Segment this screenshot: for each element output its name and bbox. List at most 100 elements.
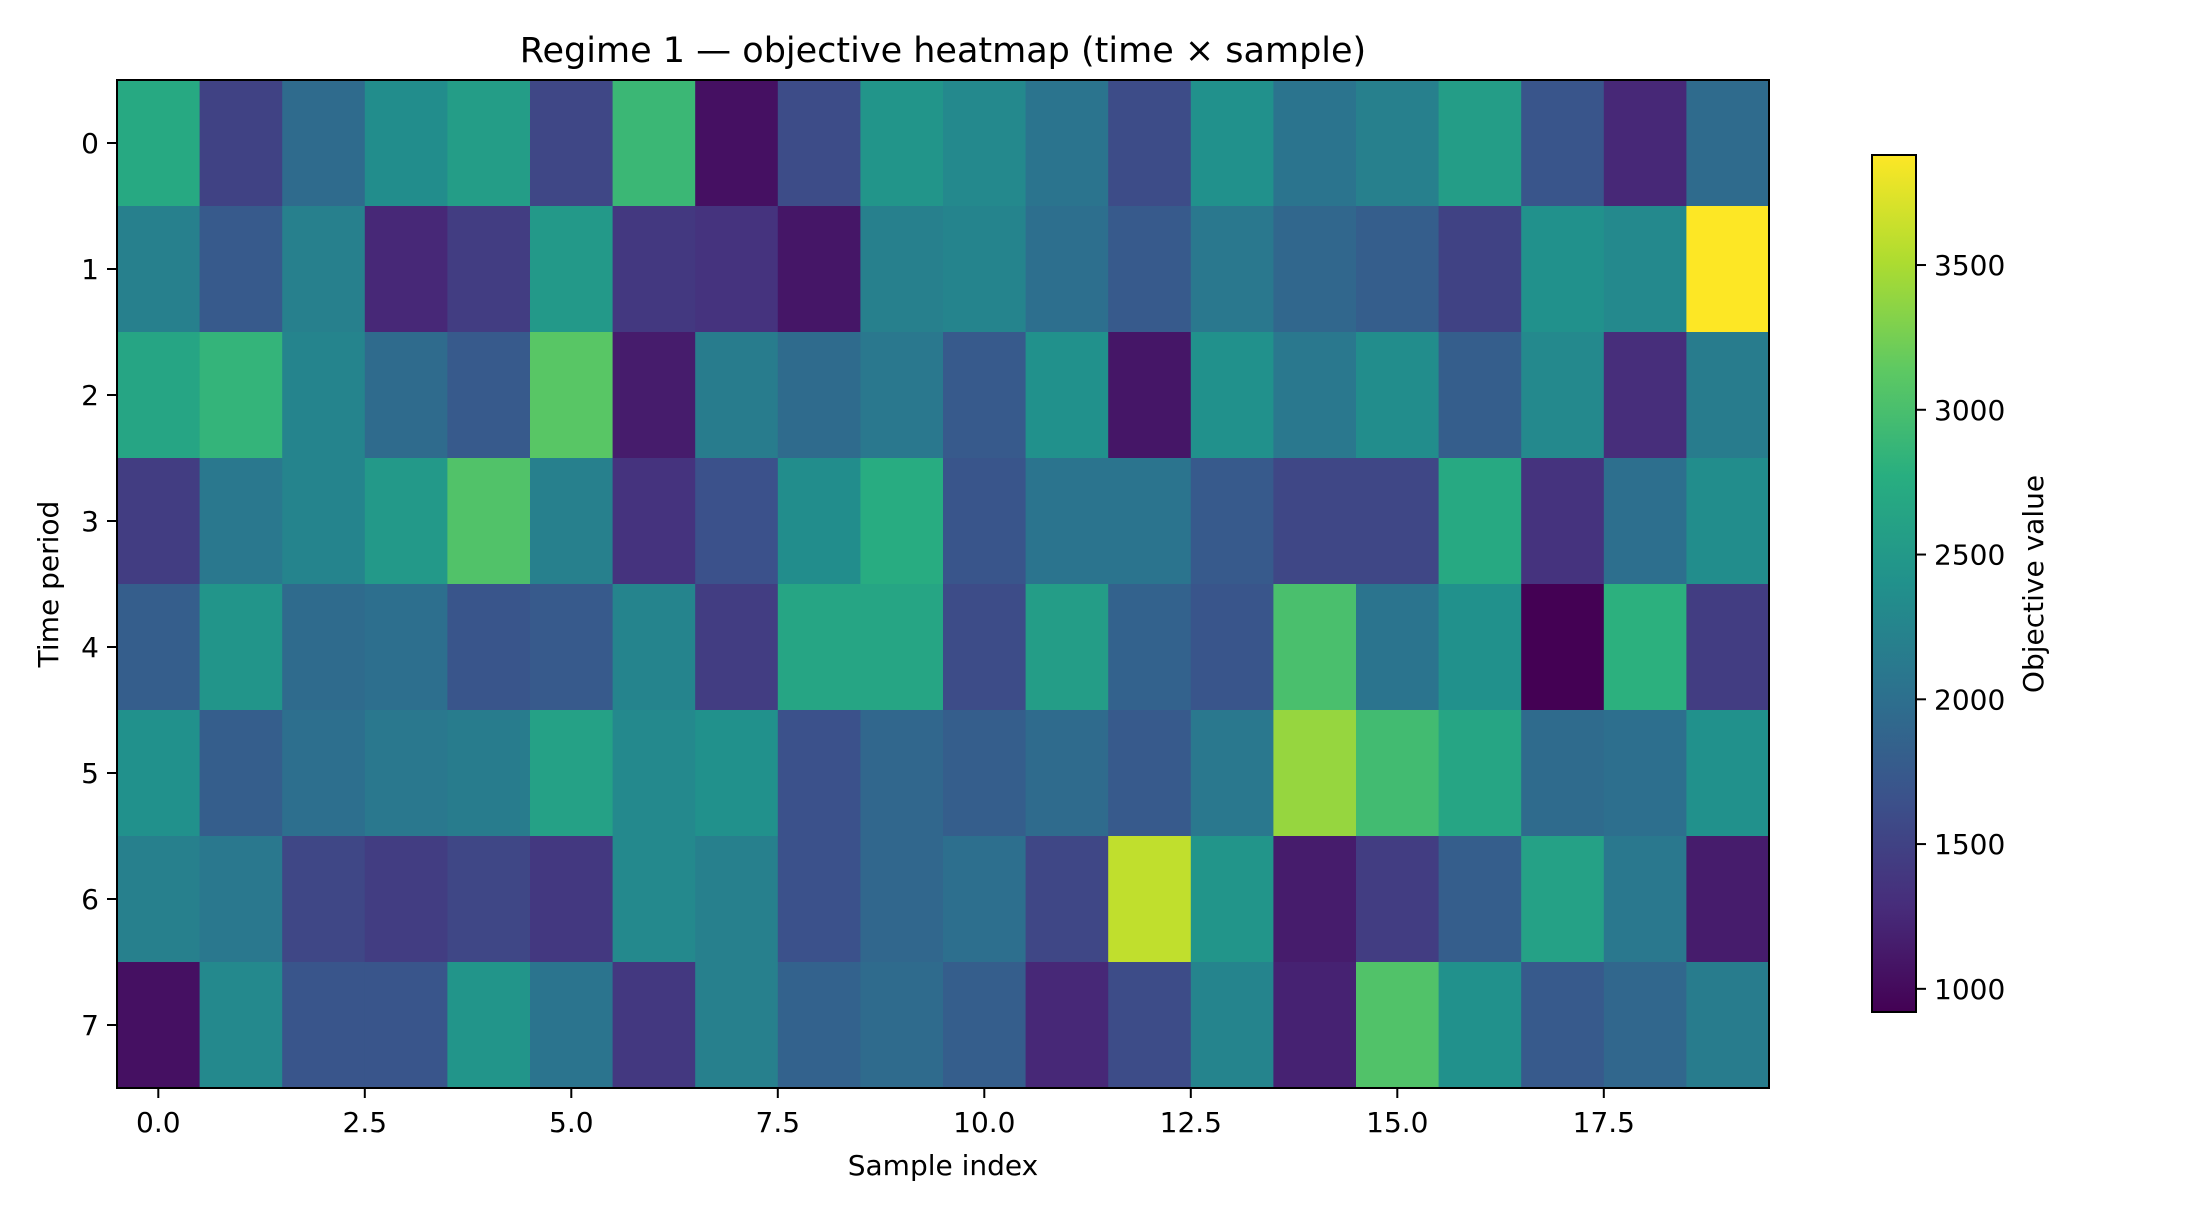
heatmap-cell	[1025, 458, 1109, 585]
heatmap-cell	[447, 962, 531, 1089]
colorbar-tick-label: 1500	[1934, 828, 2005, 861]
heatmap-cell	[1356, 962, 1440, 1089]
colorbar-tick-label: 3500	[1934, 249, 2005, 282]
x-tick-label: 17.5	[1573, 1106, 1635, 1139]
heatmap-cell	[695, 80, 779, 207]
heatmap-cell	[530, 206, 614, 333]
heatmap-cell	[1603, 962, 1687, 1089]
heatmap-cell	[943, 584, 1027, 711]
heatmap-cell	[1438, 836, 1522, 963]
heatmap-cell	[282, 836, 366, 963]
heatmap-cell	[1603, 836, 1687, 963]
heatmap-cell	[777, 206, 861, 333]
heatmap-cell	[695, 332, 779, 459]
heatmap-cell	[1603, 332, 1687, 459]
heatmap-cell	[282, 80, 366, 207]
heatmap-cell	[447, 206, 531, 333]
heatmap-cell	[860, 584, 944, 711]
heatmap-cell	[612, 710, 696, 837]
heatmap-cell	[447, 458, 531, 585]
heatmap-cell	[364, 206, 448, 333]
heatmap-cell	[1521, 584, 1605, 711]
heatmap-cell	[1603, 458, 1687, 585]
heatmap-cell	[364, 836, 448, 963]
heatmap-cell	[612, 206, 696, 333]
x-tick-label: 2.5	[343, 1106, 388, 1139]
heatmap-cell	[117, 962, 201, 1089]
heatmap-cell	[1438, 584, 1522, 711]
heatmap-cell	[1025, 332, 1109, 459]
heatmap-cell	[117, 710, 201, 837]
heatmap-cell	[117, 332, 201, 459]
heatmap-cell	[1521, 962, 1605, 1089]
heatmap-cell	[1603, 584, 1687, 711]
heatmap-cell	[530, 458, 614, 585]
heatmap-cell	[695, 458, 779, 585]
heatmap-cell	[860, 332, 944, 459]
heatmap-cell	[1108, 710, 1192, 837]
heatmap-cell	[1438, 710, 1522, 837]
heatmap-cell	[1521, 206, 1605, 333]
heatmap-cell	[1273, 710, 1357, 837]
y-tick-label: 6	[81, 883, 99, 916]
heatmap-cell	[1108, 206, 1192, 333]
heatmap-cell	[1273, 458, 1357, 585]
heatmap-cell	[1438, 962, 1522, 1089]
heatmap-cell	[1521, 80, 1605, 207]
y-tick-label: 1	[81, 253, 99, 286]
heatmap-cell	[1025, 80, 1109, 207]
heatmap-cell	[1025, 710, 1109, 837]
heatmap-cell	[777, 80, 861, 207]
y-tick-label: 3	[81, 505, 99, 538]
heatmap-cell	[860, 80, 944, 207]
y-tick-label: 5	[81, 757, 99, 790]
colorbar: 1000 1500 2000 2500 3000 3500 Objective value	[1871, 154, 2050, 1013]
heatmap-cell	[364, 710, 448, 837]
heatmap-cell	[530, 962, 614, 1089]
heatmap-cell	[1356, 206, 1440, 333]
heatmap-cell	[282, 332, 366, 459]
heatmap-cell	[1603, 206, 1687, 333]
heatmap-cell	[1356, 80, 1440, 207]
heatmap-cell	[1190, 458, 1274, 585]
heatmap-cell	[364, 962, 448, 1089]
heatmap-cell	[1686, 80, 1770, 207]
heatmap-cell	[447, 584, 531, 711]
heatmap-cell	[1521, 332, 1605, 459]
heatmap-cell	[1190, 332, 1274, 459]
heatmap-cell	[612, 584, 696, 711]
heatmap-cell	[860, 206, 944, 333]
heatmap-cell	[1108, 962, 1192, 1089]
heatmap-cell	[364, 458, 448, 585]
heatmap-cell	[199, 710, 283, 837]
heatmap-cell	[1686, 836, 1770, 963]
y-axis-label: Time period	[32, 501, 65, 669]
x-tick-label: 0.0	[136, 1106, 181, 1139]
heatmap-cell	[117, 584, 201, 711]
y-tick-label: 2	[81, 379, 99, 412]
heatmap-cell	[1108, 80, 1192, 207]
heatmap-cell	[1273, 332, 1357, 459]
heatmap-cell	[530, 332, 614, 459]
heatmap-cell	[612, 458, 696, 585]
heatmap-cell	[1273, 584, 1357, 711]
heatmap-cell	[1025, 584, 1109, 711]
y-axis-ticks: 0 1 2 3 4 5 6 7	[81, 127, 117, 1042]
heatmap-cell	[1025, 962, 1109, 1089]
colorbar-tick-label: 3000	[1934, 394, 2005, 427]
heatmap-cell	[364, 332, 448, 459]
heatmap-cell	[282, 584, 366, 711]
colorbar-tick-label: 2500	[1934, 539, 2005, 572]
heatmap-cell	[1438, 458, 1522, 585]
heatmap-cell	[777, 332, 861, 459]
heatmap-cell	[530, 584, 614, 711]
heatmap-cell	[1686, 962, 1770, 1089]
heatmap-cell	[695, 962, 779, 1089]
heatmap-cell	[612, 80, 696, 207]
heatmap-cell	[612, 836, 696, 963]
heatmap-cell	[1438, 206, 1522, 333]
x-tick-label: 12.5	[1160, 1106, 1222, 1139]
heatmap-cell	[943, 458, 1027, 585]
heatmap-cell	[695, 584, 779, 711]
